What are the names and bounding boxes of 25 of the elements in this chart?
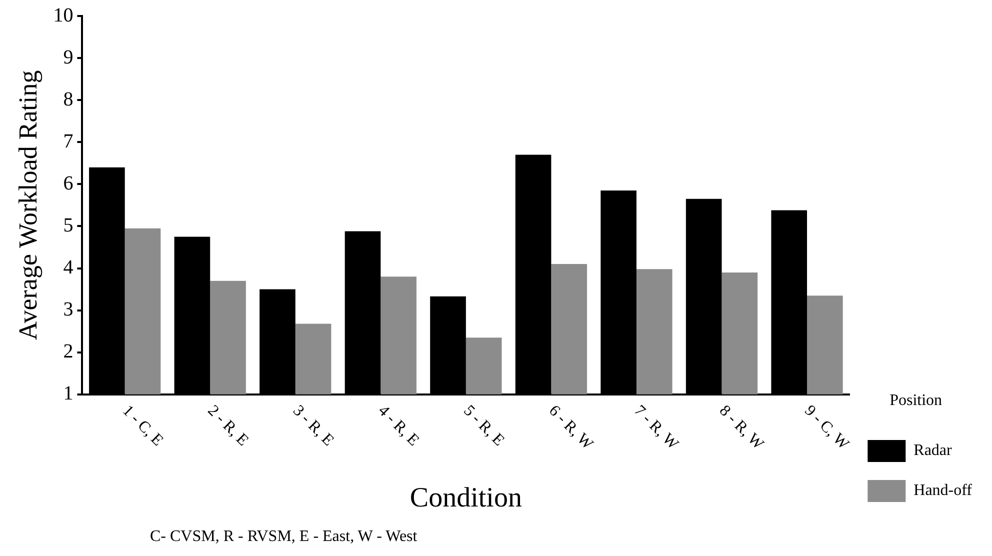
x-tick-label: 5 - R, E bbox=[460, 402, 508, 450]
legend-label: Hand-off bbox=[914, 482, 973, 500]
x-tick-label: 9 - C, W bbox=[801, 402, 853, 454]
x-tick-label: 4 - R, E bbox=[374, 402, 422, 450]
x-axis-title: Condition bbox=[410, 482, 522, 514]
y-tick-label: 10 bbox=[53, 4, 74, 26]
legend-title: Position bbox=[890, 392, 942, 410]
x-tick-label: 2 - R, E bbox=[204, 402, 252, 450]
x-tick-label: 6 - R, W bbox=[545, 402, 597, 454]
x-tick-label: 1 - C, E bbox=[119, 402, 166, 450]
y-tick-label: 1 bbox=[63, 382, 74, 405]
text: C- CVSM, R - RVSM, E - East, W - West bbox=[150, 528, 418, 546]
x-tick-label: 8 - R, W bbox=[716, 402, 768, 454]
y-tick-label: 3 bbox=[63, 298, 74, 321]
y-tick-label: 7 bbox=[63, 130, 74, 152]
x-tick-label: 3 - R, E bbox=[290, 402, 337, 450]
x-tick-label: 7 - R, W bbox=[630, 402, 682, 454]
y-axis-title: Average Workload Rating bbox=[13, 70, 42, 340]
y-tick-label: 8 bbox=[63, 88, 74, 110]
y-tick-label: 9 bbox=[63, 46, 74, 68]
y-tick-label: 5 bbox=[63, 214, 74, 236]
y-tick-label: 2 bbox=[63, 340, 74, 363]
legend-label: Radar bbox=[914, 442, 953, 460]
y-tick-label: 4 bbox=[63, 256, 74, 279]
y-tick-label: 6 bbox=[63, 172, 74, 194]
